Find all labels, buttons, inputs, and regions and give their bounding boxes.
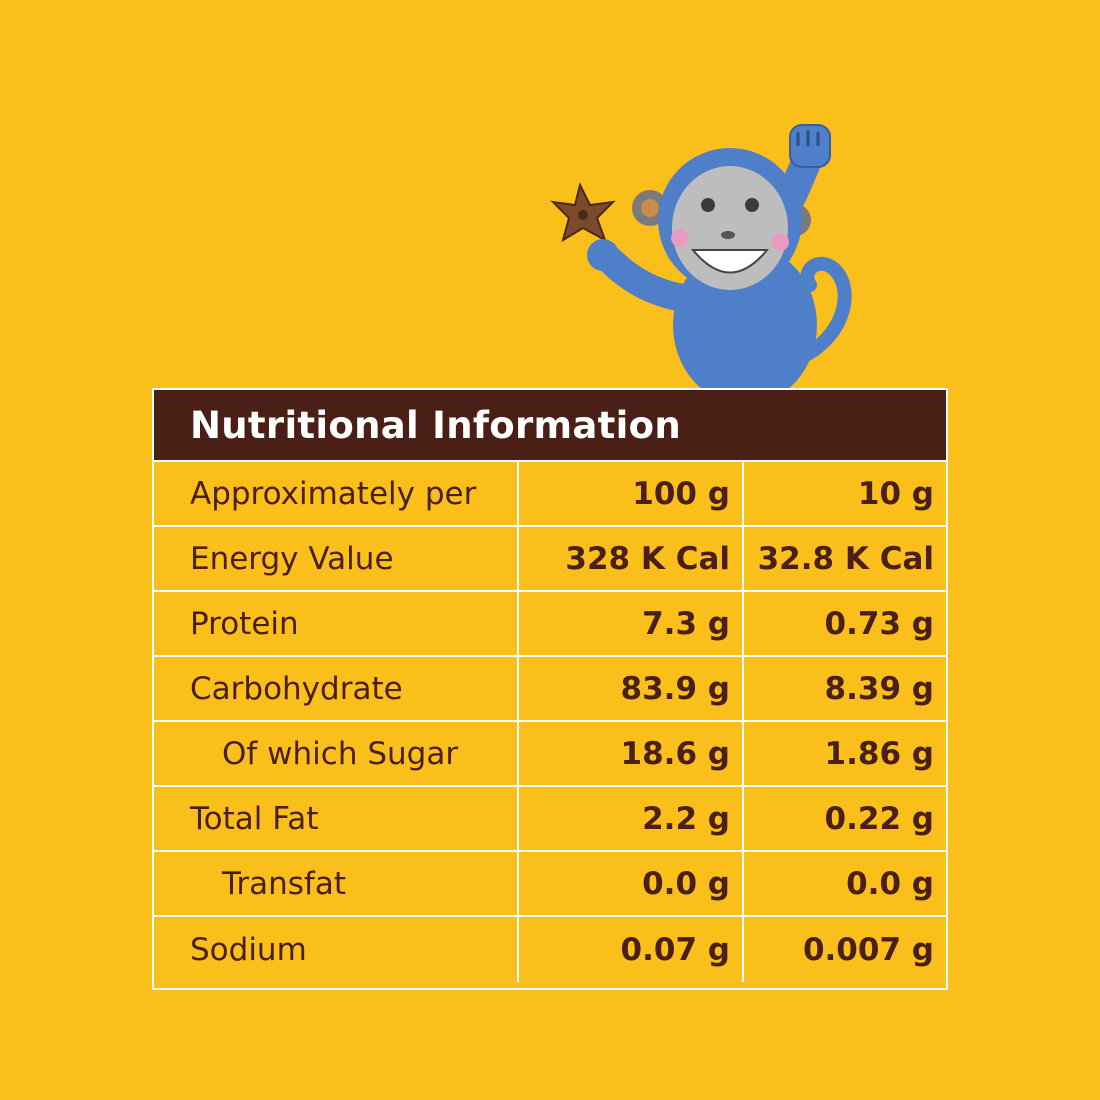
table-row: Energy Value 328 K Cal 32.8 K Cal	[154, 527, 946, 592]
value-per-100g: 100 g	[519, 462, 744, 525]
table-row: Transfat 0.0 g 0.0 g	[154, 852, 946, 917]
value-per-10g: 8.39 g	[824, 670, 934, 707]
value-per-100g: 18.6 g	[519, 722, 744, 785]
row-label: Carbohydrate	[154, 657, 519, 720]
value-per-10g: 0.73 g	[824, 605, 934, 642]
table-row: Protein 7.3 g 0.73 g	[154, 592, 946, 657]
value-per-10g: 1.86 g	[824, 735, 934, 772]
row-label: Transfat	[154, 852, 519, 915]
table-row: Carbohydrate 83.9 g 8.39 g	[154, 657, 946, 722]
value-per-100g: 0.0 g	[519, 852, 744, 915]
value-per-100g: 7.3 g	[519, 592, 744, 655]
nutrition-table: Nutritional Information Approximately pe…	[152, 388, 948, 990]
value-per-10g: 0.0 g	[846, 865, 934, 902]
monkey-mascot-illustration	[550, 124, 852, 400]
value-per-100g: 328 K Cal	[519, 527, 744, 590]
row-label: Of which Sugar	[154, 722, 519, 785]
row-label: Total Fat	[154, 787, 519, 850]
table-row: Total Fat 2.2 g 0.22 g	[154, 787, 946, 852]
value-per-10g: 0.22 g	[824, 800, 934, 837]
table-header: Nutritional Information	[154, 390, 946, 462]
table-row: Of which Sugar 18.6 g 1.86 g	[154, 722, 946, 787]
table-title: Nutritional Information	[190, 403, 682, 447]
value-per-10g: 0.007 g	[802, 931, 934, 968]
row-label: Approximately per	[154, 462, 519, 525]
table-row: Sodium 0.07 g 0.007 g	[154, 917, 946, 982]
row-label: Sodium	[154, 917, 519, 982]
row-label: Energy Value	[154, 527, 519, 590]
value-per-10g: 10 g	[857, 475, 934, 512]
row-label: Protein	[154, 592, 519, 655]
table-body: Approximately per 100 g 10 g Energy Valu…	[154, 462, 946, 982]
value-per-100g: 2.2 g	[519, 787, 744, 850]
table-row: Approximately per 100 g 10 g	[154, 462, 946, 527]
value-per-100g: 0.07 g	[519, 917, 744, 982]
value-per-100g: 83.9 g	[519, 657, 744, 720]
value-per-10g: 32.8 K Cal	[757, 540, 934, 577]
